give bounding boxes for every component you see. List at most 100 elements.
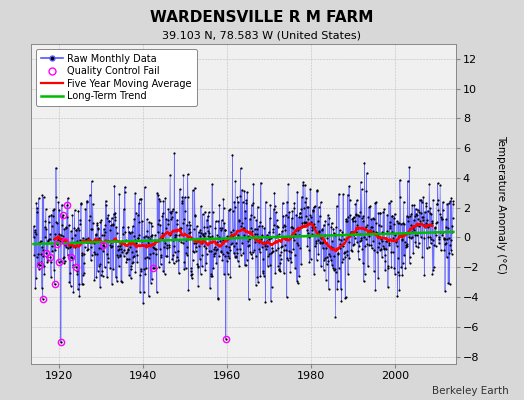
Point	[31, 227, 39, 233]
Point	[258, 223, 266, 229]
Point	[349, 242, 357, 248]
Point	[346, 231, 354, 237]
Point	[212, 260, 221, 266]
Point	[35, 240, 43, 246]
Point	[65, 279, 73, 285]
Point	[123, 256, 131, 262]
Point	[62, 214, 71, 220]
Point	[90, 277, 99, 284]
Point	[323, 221, 332, 228]
Point	[436, 211, 445, 217]
Point	[115, 191, 124, 198]
Point	[138, 242, 146, 248]
Point	[342, 218, 351, 224]
Point	[374, 210, 383, 216]
Point	[372, 220, 380, 226]
Point	[180, 216, 188, 222]
Point	[268, 248, 277, 255]
Point	[433, 201, 442, 207]
Point	[237, 252, 245, 258]
Point	[204, 228, 212, 234]
Point	[93, 268, 102, 274]
Point	[179, 240, 187, 246]
Point	[121, 229, 129, 236]
Point	[297, 205, 305, 212]
Point	[199, 232, 207, 238]
Point	[182, 250, 190, 257]
Point	[396, 177, 404, 183]
Point	[220, 220, 228, 226]
Point	[232, 253, 240, 260]
Point	[395, 272, 403, 278]
Point	[293, 188, 301, 195]
Point	[49, 207, 57, 214]
Point	[424, 244, 433, 250]
Point	[319, 239, 328, 245]
Point	[73, 225, 82, 231]
Point	[354, 248, 363, 254]
Point	[61, 224, 70, 231]
Point	[204, 233, 212, 240]
Point	[264, 229, 272, 235]
Point	[236, 246, 244, 252]
Point	[278, 200, 287, 206]
Point	[255, 245, 264, 252]
Point	[372, 229, 380, 236]
Point	[174, 270, 183, 277]
Point	[145, 255, 154, 262]
Point	[419, 194, 428, 200]
Point	[311, 203, 319, 209]
Point	[449, 198, 457, 205]
Point	[90, 249, 99, 255]
Point	[272, 233, 281, 239]
Point	[117, 279, 126, 285]
Point	[54, 237, 62, 243]
Point	[158, 230, 166, 236]
Point	[423, 216, 431, 223]
Point	[95, 261, 104, 267]
Point	[345, 196, 354, 203]
Point	[79, 281, 87, 287]
Point	[192, 240, 200, 246]
Point	[387, 249, 395, 256]
Point	[166, 232, 174, 239]
Point	[390, 210, 399, 217]
Point	[355, 243, 364, 249]
Point	[255, 238, 263, 245]
Point	[213, 232, 222, 238]
Point	[429, 267, 438, 273]
Point	[219, 237, 227, 244]
Point	[111, 214, 119, 220]
Point	[300, 220, 309, 226]
Point	[367, 224, 375, 230]
Point	[363, 240, 372, 247]
Point	[277, 244, 286, 250]
Point	[97, 272, 105, 278]
Point	[52, 194, 60, 200]
Point	[72, 227, 80, 233]
Point	[274, 224, 282, 230]
Point	[287, 258, 296, 265]
Point	[333, 286, 341, 292]
Point	[262, 245, 270, 252]
Point	[65, 222, 73, 228]
Point	[239, 225, 248, 232]
Point	[427, 211, 435, 217]
Point	[33, 205, 41, 212]
Point	[157, 252, 165, 259]
Point	[137, 265, 145, 272]
Point	[67, 254, 75, 260]
Point	[94, 226, 102, 232]
Point	[40, 262, 48, 269]
Point	[195, 256, 204, 262]
Point	[46, 236, 54, 242]
Point	[113, 252, 122, 259]
Point	[366, 229, 375, 236]
Point	[208, 232, 216, 239]
Point	[130, 253, 138, 259]
Point	[405, 234, 413, 240]
Point	[275, 266, 283, 272]
Point	[216, 227, 225, 234]
Point	[88, 226, 96, 232]
Point	[177, 224, 185, 231]
